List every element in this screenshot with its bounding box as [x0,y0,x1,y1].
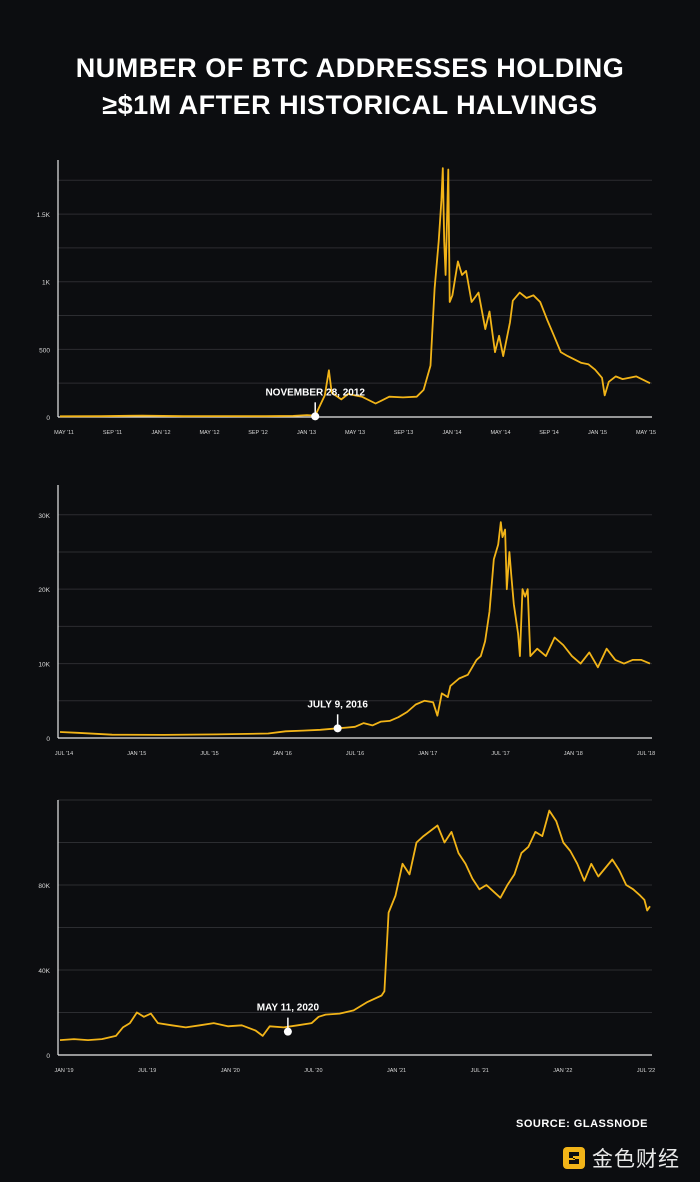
x-tick-label: MAY '11 [54,430,74,436]
x-tick-label: SEP '12 [248,430,268,436]
halving-date-label: NOVEMBER 28, 2012 [265,387,365,398]
x-tick-label: JAN '15 [127,751,146,757]
x-tick-label: SEP '13 [394,430,414,436]
halving-marker-dot [311,412,320,421]
y-tick-label: 80K [38,883,50,890]
x-tick-label: JAN '20 [221,1068,240,1074]
y-tick-label: 1K [42,280,51,287]
y-tick-label: 0 [46,1053,50,1060]
x-tick-label: MAY '12 [199,430,219,436]
x-tick-label: JAN '21 [387,1068,406,1074]
halving-date-label: JULY 9, 2016 [307,699,368,710]
x-tick-label: JAN '18 [564,751,583,757]
x-tick-label: JUL '21 [471,1068,489,1074]
x-tick-label: JUL '20 [304,1068,322,1074]
x-tick-label: JAN '14 [442,430,461,436]
golden-logo-icon [563,1147,585,1169]
chart-title-line-2: ≥$1M AFTER HISTORICAL HALVINGS [102,90,598,120]
series-line [59,809,651,1041]
x-tick-label: MAY '14 [490,430,510,436]
halving-marker-dot [283,1027,292,1036]
source-credit: SOURCE: GLASSNODE [516,1118,648,1130]
x-tick-label: SEP '11 [103,430,122,436]
y-tick-label: 30K [38,513,50,520]
chart-title-line-1: NUMBER OF BTC ADDRESSES HOLDING [75,53,625,83]
series-line [59,521,651,736]
x-tick-label: SEP '14 [539,430,559,436]
x-tick-label: JAN '13 [297,430,316,436]
halving-date-label: MAY 11, 2020 [257,1003,320,1014]
y-tick-label: 1.5K [37,212,51,219]
y-tick-label: 20K [38,587,50,594]
y-tick-label: 0 [46,736,50,743]
x-tick-label: MAY '13 [345,430,365,436]
series-line [59,167,651,418]
y-tick-label: 10K [38,662,50,669]
x-tick-label: JUL '15 [200,751,218,757]
x-tick-label: JUL '17 [491,751,509,757]
y-tick-label: 40K [38,968,50,975]
x-tick-label: JUL '19 [138,1068,156,1074]
x-tick-label: JUL '18 [637,751,655,757]
brand-watermark: 金色财经 [562,1143,680,1173]
x-tick-label: JUL '22 [637,1068,655,1074]
x-tick-label: JUL '14 [55,751,73,757]
x-tick-label: JAN '12 [151,430,170,436]
x-tick-label: JAN '16 [273,751,292,757]
halving-marker-dot [333,724,342,733]
x-tick-label: JUL '16 [346,751,364,757]
x-tick-label: MAY '15 [636,430,656,436]
x-tick-label: JAN '22 [553,1068,572,1074]
x-tick-label: JAN '15 [588,430,607,436]
brand-name: 金色财经 [592,1147,680,1171]
x-tick-label: JAN '19 [54,1068,73,1074]
y-tick-label: 0 [46,415,50,422]
y-tick-label: 500 [39,347,50,354]
x-tick-label: JAN '17 [418,751,437,757]
